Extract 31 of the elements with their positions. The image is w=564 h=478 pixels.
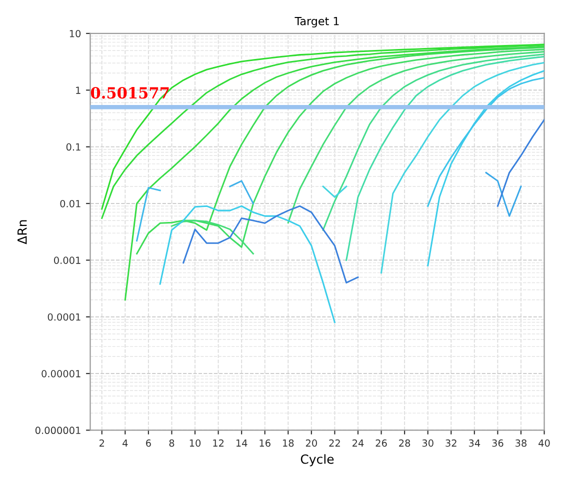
x-tick-label: 36 — [492, 439, 504, 447]
y-tick-label: 10 — [70, 30, 81, 38]
x-tick-label: 2 — [100, 439, 104, 447]
x-tick-label: 16 — [260, 439, 270, 447]
x-tick-label: 12 — [213, 439, 224, 447]
x-tick-label: 22 — [329, 439, 340, 447]
x-tick-label: 8 — [169, 439, 174, 447]
y-tick-label: 0.0001 — [48, 313, 80, 321]
x-tick-label: 18 — [283, 439, 294, 447]
x-tick-label: 34 — [468, 439, 480, 447]
x-axis-title: Cycle — [300, 454, 334, 466]
x-tick-label: 28 — [399, 439, 410, 447]
x-tick-label: 6 — [146, 439, 151, 447]
y-tick-label: 0.01 — [60, 200, 80, 208]
x-tick-label: 32 — [446, 439, 456, 447]
x-tick-label: 26 — [376, 439, 387, 447]
x-tick-label: 20 — [306, 439, 317, 447]
y-axis-title: ΔRn — [18, 220, 27, 244]
chart-title: Target 1 — [294, 17, 339, 28]
y-tick-label: 0.000001 — [35, 426, 80, 434]
y-tick-label: 0.00001 — [42, 370, 80, 378]
x-tick-label: 4 — [122, 440, 128, 447]
x-tick-label: 38 — [516, 439, 526, 447]
x-tick-label: 10 — [190, 439, 201, 447]
x-tick-label: 24 — [352, 439, 364, 447]
y-tick-label: 1 — [76, 86, 80, 94]
x-tick-label: 40 — [538, 439, 550, 447]
y-tick-label: 0.1 — [66, 143, 80, 151]
y-tick-label: 0.001 — [54, 256, 80, 264]
x-tick-label: 14 — [236, 440, 248, 447]
x-tick-label: 30 — [422, 439, 434, 447]
